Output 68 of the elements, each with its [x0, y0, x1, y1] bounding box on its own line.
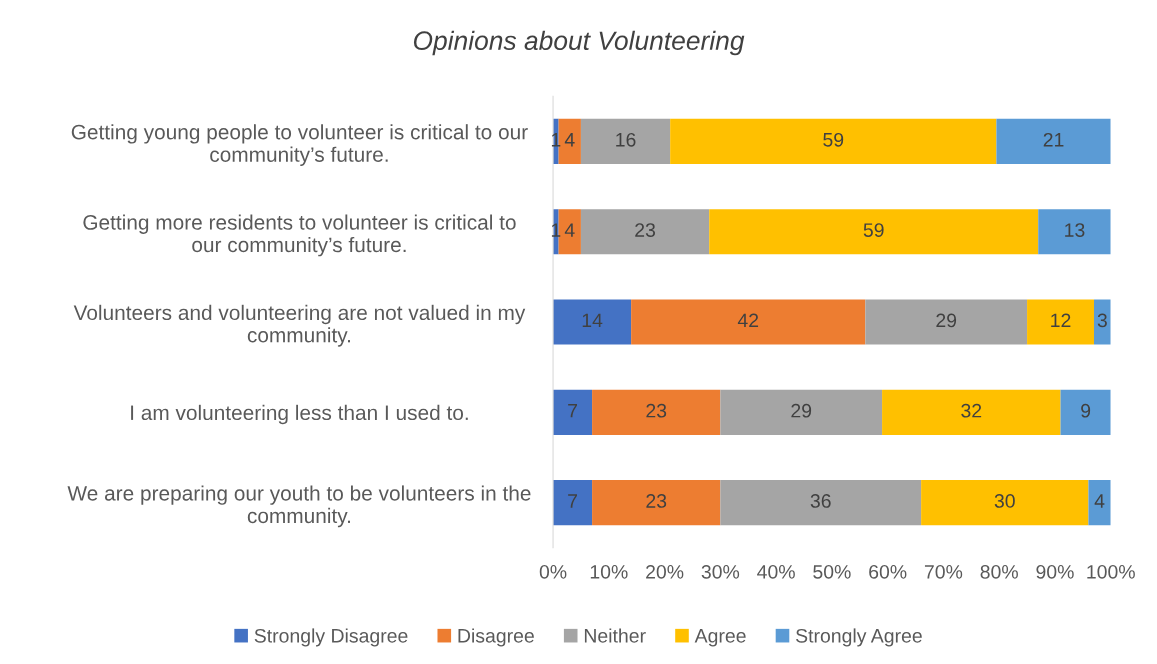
y-tick-label: Volunteers and volunteering are not valued in my community. — [73, 304, 526, 347]
x-tick-label: 60% — [869, 564, 907, 579]
data-label: 1 — [551, 223, 561, 237]
data-label: 9 — [1081, 403, 1091, 418]
bar — [709, 209, 1039, 255]
data-label: 16 — [616, 132, 636, 147]
bar — [592, 480, 721, 526]
data-label: 14 — [582, 313, 603, 328]
bar — [1060, 389, 1111, 435]
bar — [631, 299, 866, 345]
data-label: 3 — [1097, 313, 1107, 328]
data-label: 29 — [936, 313, 957, 328]
bar — [1093, 299, 1111, 345]
y-tick-label: Getting more residents to volunteer is critical to our community’s future. — [83, 214, 516, 257]
legend-label: Neither — [584, 628, 646, 643]
data-label: 4 — [1094, 494, 1105, 508]
data-label: 7 — [568, 404, 577, 418]
bar — [580, 118, 671, 165]
data-label: 32 — [961, 403, 982, 418]
data-label: 13 — [1065, 223, 1085, 237]
y-tick-label: We are preparing our youth to be volunteers in the community. — [67, 485, 531, 528]
legend-label: Strongly Disagree — [254, 628, 408, 647]
data-label: 7 — [568, 494, 577, 508]
data-label: 23 — [635, 223, 656, 237]
bar — [1088, 480, 1111, 526]
data-label: 23 — [646, 403, 667, 418]
bar — [996, 118, 1111, 165]
data-label: 59 — [823, 132, 844, 147]
bar — [553, 389, 593, 435]
bar — [670, 118, 997, 165]
x-tick-label: 20% — [646, 564, 684, 579]
data-label: 4 — [564, 133, 575, 147]
data-label: 23 — [646, 494, 667, 508]
data-label: 59 — [863, 223, 884, 237]
x-tick-label: 70% — [924, 564, 963, 579]
data-label: 12 — [1051, 313, 1071, 328]
y-tick-label: Getting young people to volunteer is critical to our community’s future. — [71, 124, 528, 167]
bar — [1038, 209, 1111, 255]
x-tick-label: 80% — [980, 564, 1018, 579]
x-tick-label: 100% — [1087, 564, 1135, 579]
bar — [1027, 299, 1094, 345]
bar — [580, 209, 710, 255]
legend-label: Strongly Agree — [796, 628, 922, 647]
bar — [553, 299, 632, 345]
data-label: 36 — [810, 494, 831, 508]
bar — [720, 480, 922, 526]
bar — [865, 299, 1028, 345]
x-tick-label: 10% — [590, 564, 628, 579]
bar — [553, 480, 593, 526]
y-tick-label: I am volunteering less than I used to. — [131, 404, 468, 425]
legend-label: Disagree — [458, 628, 534, 647]
data-label: 21 — [1043, 132, 1064, 147]
x-tick-label: 0% — [539, 564, 567, 579]
data-label: 4 — [564, 223, 575, 237]
data-label: 1 — [551, 133, 561, 147]
legend-label: Agree — [694, 629, 746, 647]
x-tick-label: 50% — [813, 564, 851, 579]
data-label: 29 — [791, 403, 812, 418]
bar — [592, 389, 721, 435]
x-tick-label: 90% — [1036, 564, 1074, 579]
bar — [882, 389, 1061, 435]
chart-title: Opinions about Volunteering — [413, 30, 745, 56]
data-label: 30 — [994, 494, 1015, 508]
data-label: 42 — [737, 313, 759, 328]
x-tick-label: 40% — [757, 564, 795, 579]
x-tick-label: 30% — [701, 564, 740, 579]
bar — [921, 480, 1089, 526]
bar — [720, 389, 883, 435]
